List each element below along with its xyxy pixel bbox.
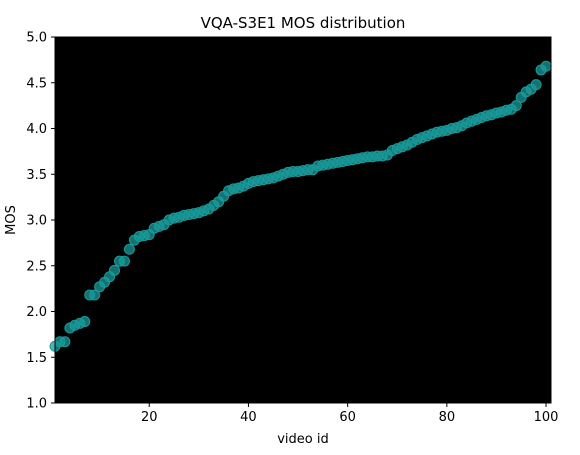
y-tick-label: 3.5: [26, 168, 47, 183]
y-axis-label: MOS: [4, 205, 19, 235]
x-tick-label: 80: [439, 410, 456, 425]
data-point: [540, 60, 552, 72]
data-point: [79, 316, 91, 328]
x-axis-label: video id: [277, 432, 329, 447]
data-point: [530, 79, 542, 91]
plot-area: [55, 37, 551, 403]
y-tick-label: 2.5: [26, 259, 47, 274]
y-tick-label: 2.0: [26, 305, 47, 320]
y-tick-label: 5.0: [26, 31, 47, 46]
data-point: [89, 289, 101, 301]
chart-title: VQA-S3E1 MOS distribution: [201, 14, 406, 32]
y-axis: 1.0 1.5 2.0 2.5 3.0 3.5 4.0 4.5 5.0: [26, 31, 55, 412]
y-tick-label: 4.0: [26, 122, 47, 137]
x-tick-label: 40: [240, 410, 257, 425]
y-tick-label: 1.0: [26, 397, 47, 412]
data-point: [123, 243, 135, 255]
x-axis: 20 40 60 80 100: [141, 403, 558, 425]
x-tick-label: 60: [339, 410, 356, 425]
y-tick-label: 1.5: [26, 351, 47, 366]
data-point: [109, 264, 121, 276]
x-tick-label: 100: [534, 410, 559, 425]
y-tick-label: 3.0: [26, 214, 47, 229]
data-points: [49, 60, 552, 352]
y-tick-label: 4.5: [26, 76, 47, 91]
x-tick-label: 20: [141, 410, 158, 425]
data-point: [510, 100, 522, 112]
data-point: [118, 255, 130, 267]
data-point: [59, 336, 71, 348]
